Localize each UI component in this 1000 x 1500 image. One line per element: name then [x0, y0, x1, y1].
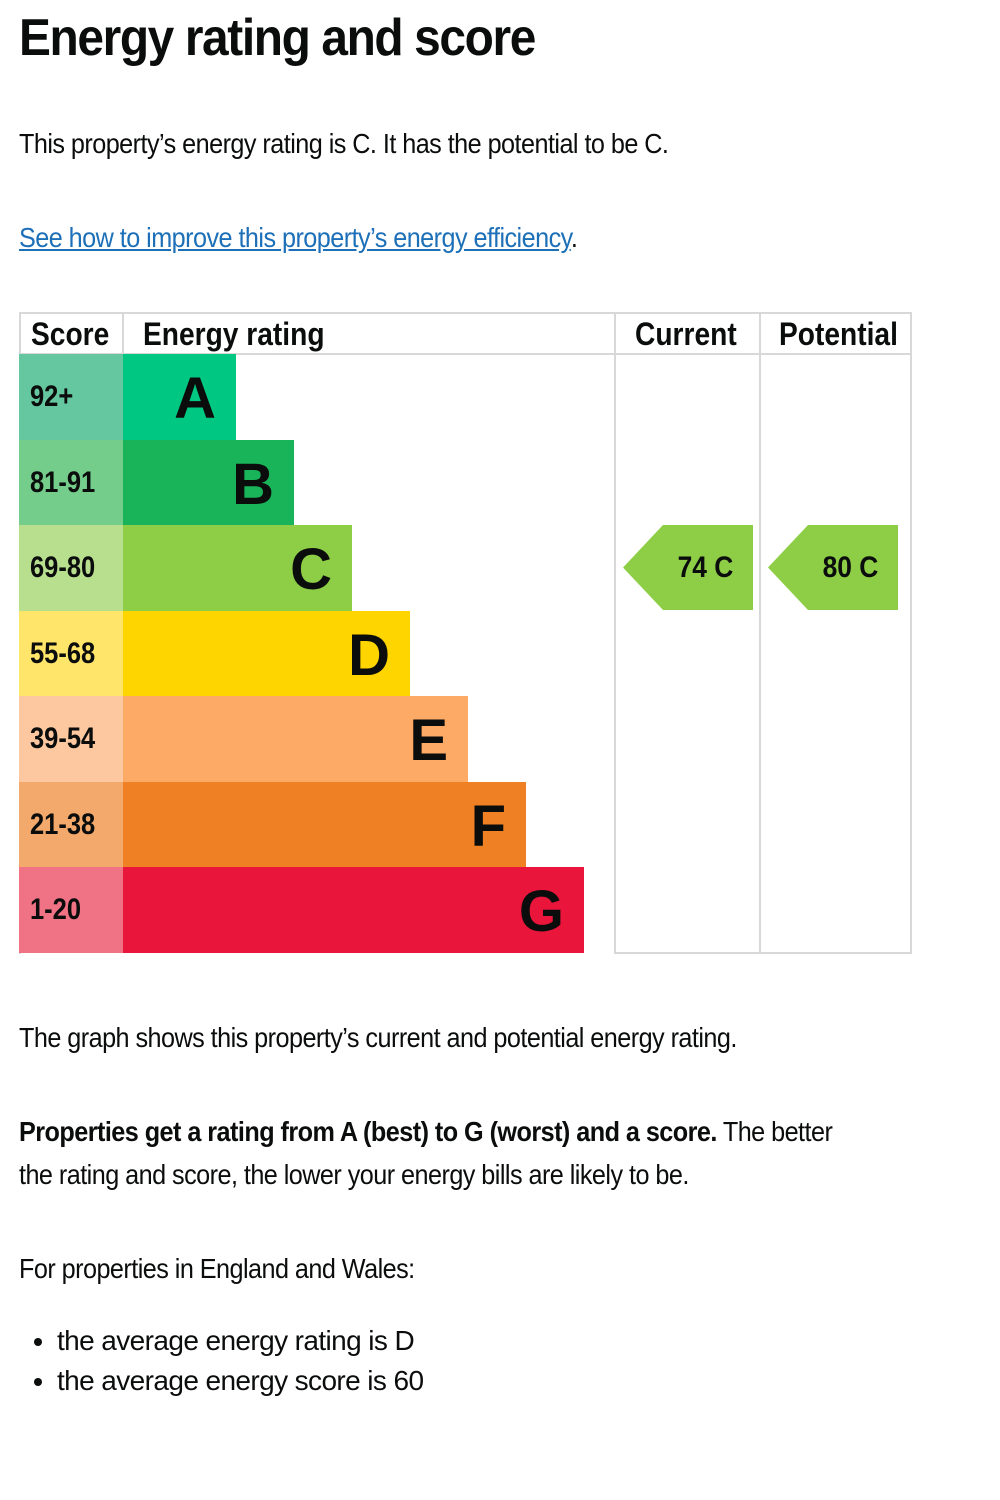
- graph-caption: The graph shows this property’s current …: [19, 1022, 737, 1053]
- rating-bar-f: F: [123, 781, 526, 867]
- rating-bar-a: A: [123, 354, 236, 440]
- page-title: Energy rating and score: [19, 9, 536, 67]
- rating-bar-g: G: [123, 867, 584, 953]
- score-range-label: 21-38: [30, 807, 96, 841]
- score-range-g: 1-20: [19, 867, 123, 953]
- divider: [759, 312, 761, 954]
- divider: [122, 312, 124, 354]
- score-range-label: 55-68: [30, 636, 96, 670]
- score-range-d: 55-68: [19, 610, 123, 696]
- score-range-c: 69-80: [19, 525, 123, 611]
- averages-list: the average energy rating is D the avera…: [19, 1325, 424, 1405]
- rating-bar-e: E: [123, 696, 468, 782]
- link-suffix: .: [570, 222, 578, 253]
- divider: [614, 312, 616, 954]
- score-range-a: 92+: [19, 354, 123, 440]
- energy-rating-chart: Score Energy rating Current Potential 92…: [19, 312, 912, 954]
- rating-summary: This property’s energy rating is C. It h…: [19, 128, 669, 159]
- current-rating-label: 74 C: [677, 551, 733, 584]
- explanation-line-1: Properties get a rating from A (best) to…: [19, 1116, 833, 1148]
- header-energy-rating: Energy rating: [143, 316, 325, 352]
- rating-bar-d: D: [123, 610, 410, 696]
- explanation-line-2: the rating and score, the lower your ene…: [19, 1159, 689, 1190]
- improve-paragraph: See how to improve this property’s energ…: [19, 222, 578, 254]
- header-score: Score: [31, 316, 110, 352]
- header-potential: Potential: [779, 316, 898, 352]
- rating-bar-b: B: [123, 439, 294, 525]
- score-range-label: 81-91: [30, 465, 96, 499]
- improve-link[interactable]: See how to improve this property’s energ…: [19, 222, 571, 253]
- region-intro: For properties in England and Wales:: [19, 1253, 415, 1284]
- score-range-f: 21-38: [19, 781, 123, 867]
- score-range-label: 69-80: [30, 551, 96, 584]
- score-range-label: 1-20: [30, 893, 82, 926]
- divider: [614, 952, 912, 954]
- list-item: the average energy score is 60: [57, 1365, 424, 1397]
- potential-rating-arrow: 80 C: [768, 525, 898, 610]
- list-item: the average energy rating is D: [57, 1325, 423, 1357]
- explanation-rest: The better: [716, 1116, 833, 1147]
- score-range-label: 92+: [30, 380, 74, 413]
- explanation-bold: Properties get a rating from A (best) to…: [19, 1116, 717, 1147]
- header-current: Current: [635, 316, 737, 352]
- divider: [910, 312, 912, 954]
- arrow-shape: [623, 525, 753, 610]
- potential-rating-label: 80 C: [822, 551, 878, 584]
- score-range-b: 81-91: [19, 439, 123, 525]
- divider: [19, 312, 912, 314]
- current-rating-arrow: 74 C: [623, 525, 753, 610]
- arrow-shape: [768, 525, 898, 610]
- score-range-label: 39-54: [30, 722, 96, 755]
- rating-bar-c: C: [123, 525, 352, 611]
- score-range-e: 39-54: [19, 696, 123, 782]
- divider: [19, 353, 912, 355]
